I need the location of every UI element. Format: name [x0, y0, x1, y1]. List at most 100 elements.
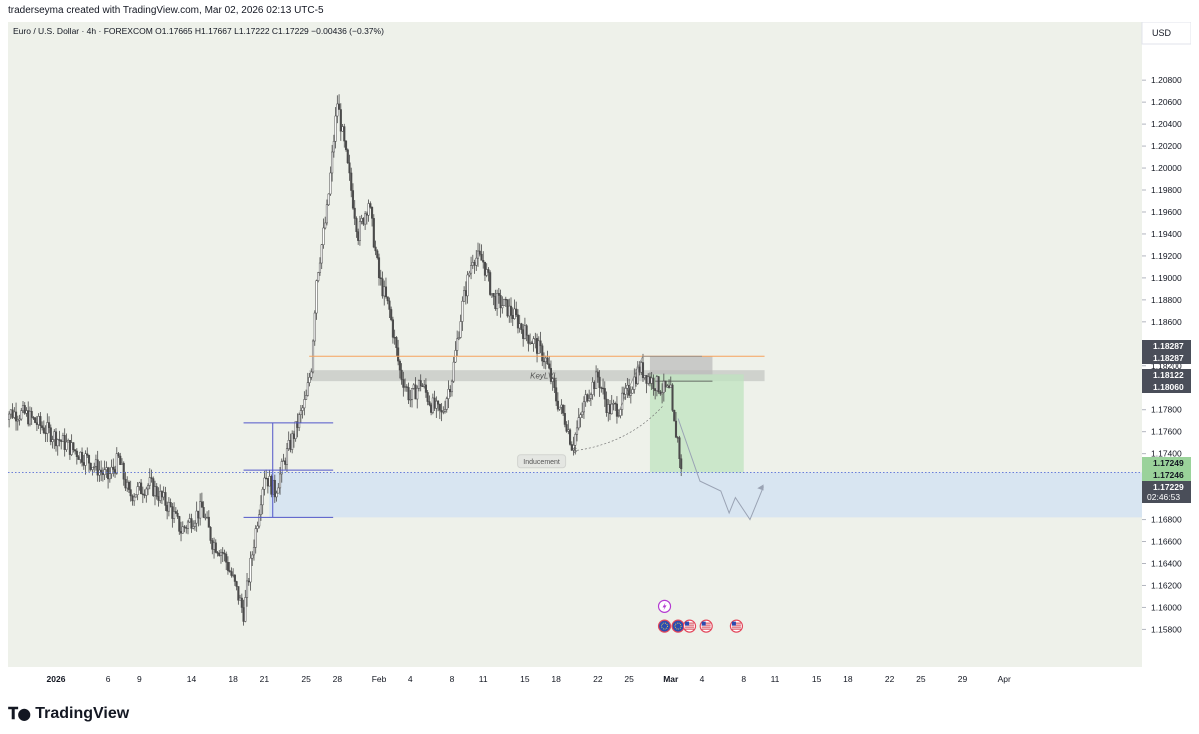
candle: [433, 390, 436, 412]
candle-body: [518, 323, 521, 329]
candle-body: [624, 388, 627, 395]
candle: [136, 482, 139, 501]
candle: [428, 395, 431, 407]
candle-body: [549, 368, 553, 382]
candle-body: [400, 369, 403, 380]
candle-body: [259, 504, 262, 515]
candle: [645, 375, 648, 394]
candle: [140, 479, 143, 495]
candle: [126, 476, 129, 492]
candle-body: [108, 473, 111, 480]
candle-body: [523, 325, 526, 339]
candle: [536, 333, 539, 363]
candle: [431, 393, 434, 415]
price-chart[interactable]: KeyLVL$Inducement 1.208001.206001.204001…: [8, 22, 1191, 689]
candle-body: [553, 378, 556, 388]
chart-area[interactable]: KeyLVL $ Inducement 1.20800 1.20600 1.20400 1…: [8, 22, 1191, 689]
candle: [214, 539, 217, 554]
candle-body: [572, 444, 575, 451]
time-tick-label: 29: [958, 674, 968, 684]
candle-body: [332, 141, 335, 153]
candle-body: [249, 557, 252, 583]
candle: [575, 420, 579, 442]
candle: [127, 480, 130, 493]
candle: [338, 94, 341, 110]
candle-body: [591, 381, 594, 395]
candle-body: [301, 407, 304, 411]
candle-body: [581, 411, 584, 416]
eu-flag-icon[interactable]: [657, 619, 672, 633]
candle-body: [63, 435, 66, 450]
time-tick-label: 8: [741, 674, 746, 684]
candle-body: [107, 467, 110, 480]
eu-flag-circle: [671, 619, 685, 633]
candle: [435, 396, 438, 418]
candle: [287, 431, 290, 452]
price-badge: 1.18122: [1142, 369, 1191, 381]
candle-body: [61, 435, 64, 442]
candle: [266, 478, 269, 494]
candle: [496, 289, 499, 316]
candle-body: [470, 265, 473, 274]
candle-body: [478, 250, 481, 255]
event-icons[interactable]: [657, 599, 744, 633]
candle: [35, 415, 38, 432]
us-flag-icon[interactable]: [699, 619, 713, 633]
candle: [299, 405, 302, 423]
candle-body: [567, 429, 570, 432]
us-flag-icon[interactable]: [729, 619, 744, 633]
candle: [211, 537, 214, 555]
candle: [398, 359, 401, 379]
candle: [185, 525, 188, 534]
time-scale[interactable]: 2026 6 9 14 18 21 25 28 Feb 4 8 11 15 18 22 25 Mar 4 8 11 15…: [47, 674, 1011, 684]
candle: [353, 200, 356, 226]
candle: [423, 380, 426, 389]
candle-body: [183, 526, 186, 528]
candle-body: [331, 151, 334, 174]
price-scale[interactable]: 1.20800 1.20600 1.20400 1.20200 1.20000 1.198…: [1142, 75, 1182, 634]
us-flag-icon[interactable]: [682, 619, 697, 633]
price-tick-label: 1.19800: [1151, 185, 1182, 195]
candle-body: [89, 462, 92, 470]
candle-body: [176, 512, 179, 517]
candle: [390, 306, 393, 322]
candle-body: [204, 517, 207, 519]
candle: [134, 494, 137, 498]
candle-body: [355, 218, 358, 232]
candle-body: [640, 362, 643, 373]
currency-label[interactable]: USD: [1152, 28, 1172, 38]
candle: [674, 412, 678, 438]
candle-body: [607, 404, 610, 413]
candle-body: [529, 342, 532, 344]
candle: [93, 462, 96, 473]
candle: [174, 507, 177, 515]
candle: [452, 356, 455, 384]
candle-body: [18, 418, 21, 421]
candle: [277, 483, 280, 494]
candle-body: [379, 277, 382, 280]
candle: [173, 502, 176, 523]
candle: [179, 521, 183, 542]
candle: [228, 561, 231, 573]
candle: [240, 593, 243, 613]
candle-body: [447, 389, 450, 399]
footer: 𝐓● TradingView: [0, 689, 1199, 734]
chart-drawings[interactable]: KeyLVL $ Inducement: [8, 355, 1142, 521]
candle-body: [86, 453, 89, 456]
time-tick-label: 6: [106, 674, 111, 684]
candle-body: [129, 489, 132, 497]
candle-body: [16, 419, 19, 422]
candle-body: [440, 410, 443, 413]
candle-body: [365, 213, 368, 216]
candle: [159, 484, 162, 504]
candle: [490, 293, 493, 298]
candle: [162, 486, 165, 501]
candle-body: [91, 467, 94, 470]
candle: [372, 214, 375, 249]
candle-body: [239, 597, 242, 601]
eu-flag-icon[interactable]: [671, 619, 685, 633]
candle: [563, 404, 566, 428]
lightning-icon[interactable]: [657, 599, 672, 613]
candle: [463, 286, 466, 302]
candle-body: [674, 420, 678, 438]
